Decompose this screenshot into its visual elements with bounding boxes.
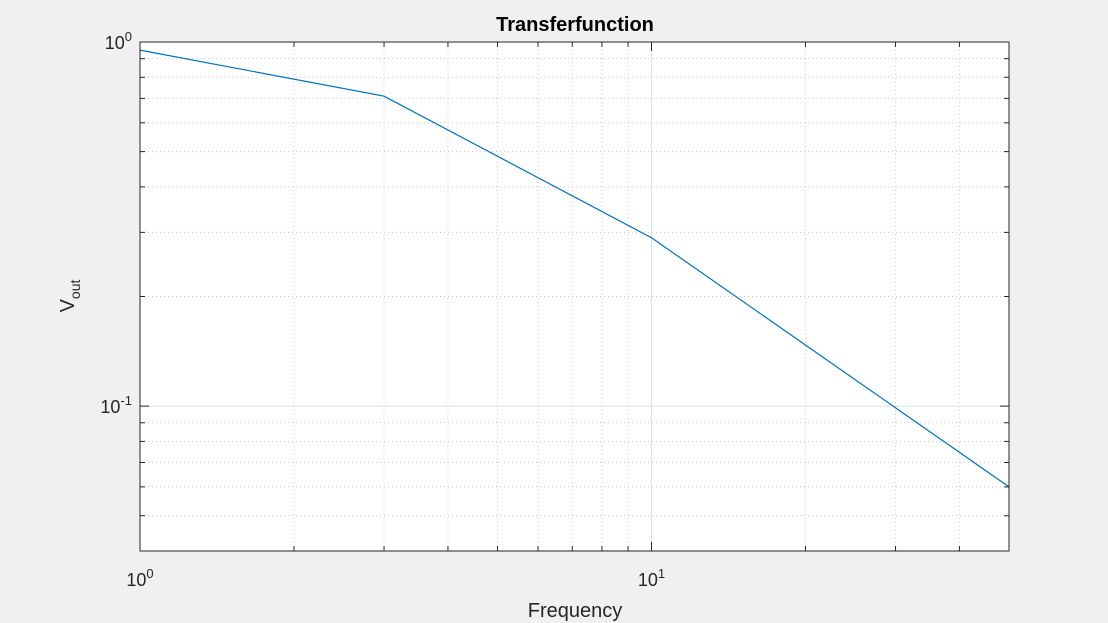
y-axis-label: Vout — [57, 279, 83, 312]
y-tick-label-base: 10 — [100, 397, 120, 417]
y-axis-label-subscript: out — [67, 279, 83, 299]
x-tick-label: 101 — [638, 566, 665, 590]
ticks — [139, 41, 1010, 552]
y-tick-label: 10-1 — [100, 393, 132, 417]
y-tick-label-base: 10 — [105, 33, 125, 53]
chart-title: Transferfunction — [496, 14, 654, 36]
axes-background — [140, 42, 1009, 551]
x-tick-label-exponent: 1 — [658, 566, 665, 581]
x-tick-label-base: 10 — [126, 570, 146, 590]
series-line — [139, 49, 1010, 488]
y-tick-label-exponent: 0 — [125, 29, 132, 44]
grid — [140, 42, 1009, 551]
x-tick-label-exponent: 0 — [146, 566, 153, 581]
x-tick-label-base: 10 — [638, 570, 658, 590]
series-layer — [139, 49, 1010, 488]
x-axis-label: Frequency — [528, 600, 623, 622]
y-axis-label-base: V — [57, 298, 79, 312]
x-tick-label: 100 — [126, 566, 153, 590]
y-tick-label-exponent: -1 — [120, 393, 132, 408]
y-tick-label: 100 — [105, 29, 132, 53]
